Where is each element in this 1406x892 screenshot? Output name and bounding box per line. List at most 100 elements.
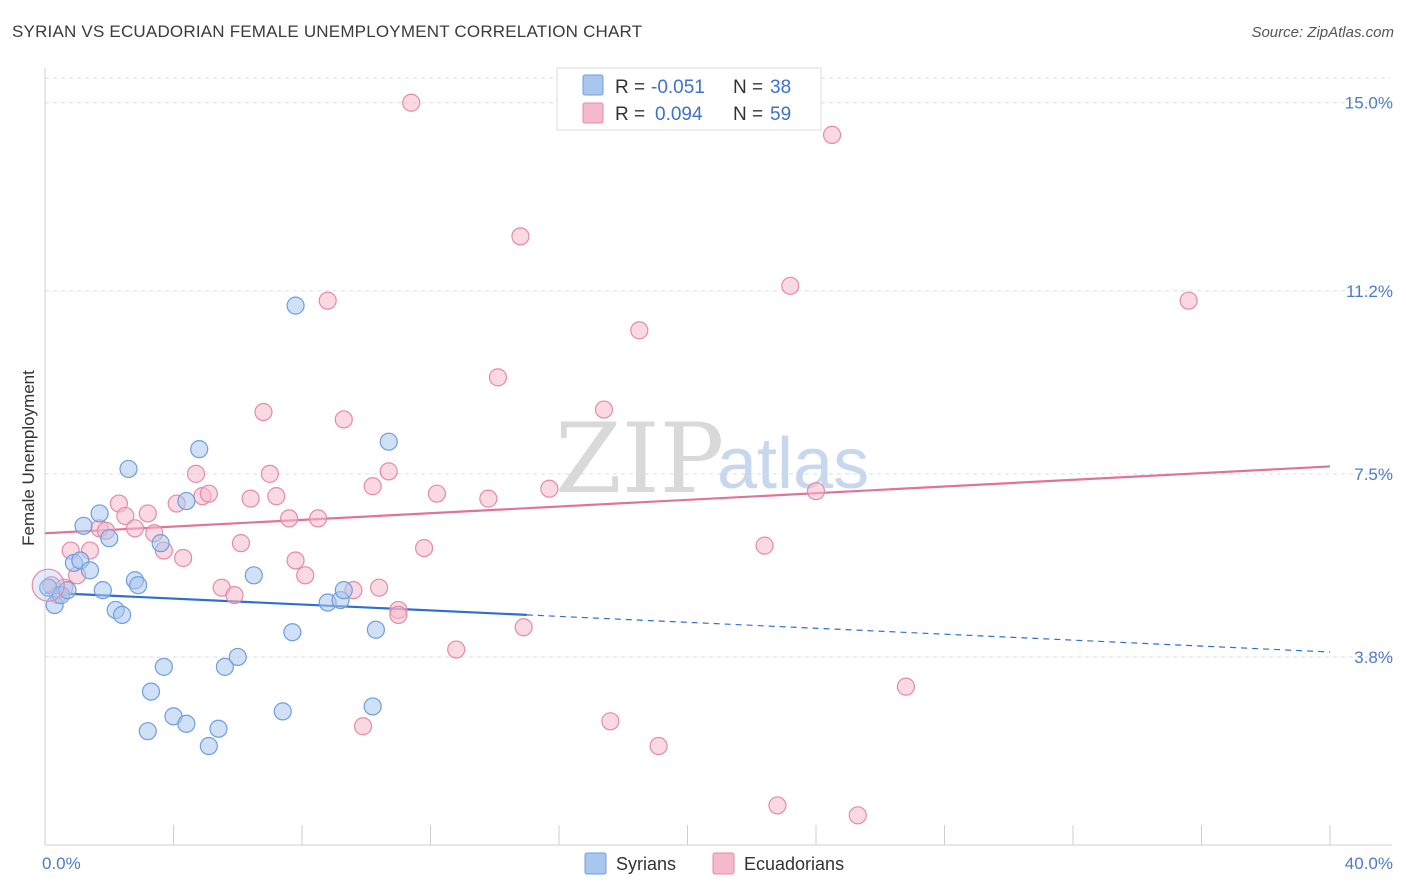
ecuadorian-point [781, 276, 800, 295]
ecuadorian-point [1179, 291, 1198, 310]
syrian-point [190, 440, 209, 459]
ecuadorian-point [540, 479, 559, 498]
legend-swatch-syrians [584, 852, 607, 875]
ecuadorian-point [254, 402, 273, 422]
ecuadorian-point [241, 489, 260, 508]
tick-labels: 3.8% 7.5% 11.2% 15.0% 0.0% 40.0% [42, 94, 1393, 873]
syrian-point [283, 623, 302, 642]
y-tick-label: 7.5% [1354, 465, 1393, 484]
syrian-point [154, 657, 173, 676]
ecuadorian-point [363, 477, 382, 496]
syrian-point [366, 620, 385, 639]
ecuadorian-point [601, 712, 620, 731]
ecuadorian-point [116, 506, 135, 526]
syrian-point [112, 605, 132, 625]
syrian-point [80, 561, 100, 580]
source-label: Source: ZipAtlas.com [1251, 24, 1394, 41]
syrian-point [58, 581, 77, 600]
legend-label-syrians: Syrians [616, 854, 676, 874]
ecuadorian-point [318, 291, 337, 310]
stats-r-value-syrians: -0.051 [651, 77, 705, 98]
syrian-point [215, 657, 234, 676]
ecuadorian-point [370, 578, 389, 597]
trend-lines [44, 465, 1331, 653]
ecuadorian-point [479, 489, 498, 508]
axes [44, 68, 1392, 846]
ecuadorian-point [260, 464, 279, 483]
ecuadorian-point [286, 551, 305, 570]
syrian-trend-line-extrapolated [526, 614, 1331, 653]
ecuadorian-point [594, 400, 614, 419]
ecuadorian-point [199, 484, 218, 503]
ecuadorian-point [125, 519, 145, 538]
ecuadorian-point [630, 321, 649, 340]
ecuadorian-point [514, 618, 533, 637]
syrian-point [228, 647, 247, 667]
stats-box: R = -0.051 N = 38 R = 0.094 N = 59 [556, 67, 822, 131]
x-tick-label-max: 40.0% [1345, 854, 1393, 873]
ecuadorian-point [896, 677, 916, 696]
x-tick-label-min: 0.0% [42, 854, 81, 873]
ecuadorian-point [414, 538, 434, 558]
syrian-point [199, 736, 218, 756]
ecuadorian-point [755, 536, 774, 555]
ecuadorian-point [334, 410, 353, 429]
stats-r-value-ecuadorians: 0.094 [655, 104, 703, 125]
watermark-zip: ZIP [555, 403, 724, 515]
stats-swatch-syrians [582, 74, 604, 96]
syrian-point [177, 714, 196, 733]
syrian-point [209, 719, 228, 738]
legend-swatch-ecuadorians [712, 852, 735, 875]
ecuadorian-point [447, 640, 466, 659]
ecuadorian-point [296, 566, 315, 585]
syrian-point [151, 534, 170, 553]
ecuadorian-point [848, 806, 867, 825]
legend-label-ecuadorians: Ecuadorians [744, 854, 844, 874]
y-tick-label: 11.2% [1346, 282, 1393, 301]
syrian-point [273, 702, 292, 721]
syrian-point [334, 581, 353, 600]
ecuadorian-point [488, 368, 508, 387]
ecuadorian-point [511, 227, 530, 246]
ecuadorian-point [649, 736, 668, 756]
legend: Syrians Ecuadorians [584, 852, 844, 875]
syrian-point [119, 459, 138, 479]
syrian-point [286, 296, 305, 315]
syrian-trend-line [44, 591, 527, 616]
stats-r-label-ecuadorians: R = [615, 104, 645, 125]
syrian-point [100, 529, 119, 548]
y-tick-label: 3.8% [1354, 648, 1393, 667]
syrian-point [177, 491, 196, 511]
data-points [31, 93, 1198, 825]
stats-swatch-ecuadorians [582, 102, 604, 124]
syrian-point [244, 566, 263, 585]
ecuadorian-point [402, 93, 421, 112]
stats-r-label-syrians: R = [615, 77, 645, 98]
syrian-point [129, 576, 148, 595]
stats-n-label-syrians: N = [733, 77, 763, 98]
ecuadorian-point [806, 482, 826, 501]
stats-n-value-syrians: 38 [770, 77, 791, 98]
ecuadorian-point [174, 548, 193, 568]
ecuadorian-trend-line [44, 465, 1331, 535]
syrian-point [363, 697, 382, 716]
ecuadorian-point [231, 534, 251, 553]
syrian-point [138, 722, 157, 741]
ecuadorian-point [280, 509, 299, 528]
ecuadorian-point [308, 509, 328, 528]
ecuadorian-point [768, 796, 787, 815]
chart-title: SYRIAN VS ECUADORIAN FEMALE UNEMPLOYMENT… [12, 22, 643, 41]
syrian-point [90, 504, 109, 523]
syrian-point [93, 581, 112, 600]
y-axis-title: Female Unemployment [19, 370, 38, 546]
ecuadorian-point [225, 586, 244, 605]
ecuadorian-point [822, 125, 842, 145]
ecuadorian-point [379, 462, 398, 481]
syrian-point [74, 516, 93, 535]
ecuadorian-point [389, 605, 408, 625]
syrian-point [141, 682, 161, 701]
y-tick-label: 15.0% [1345, 94, 1393, 113]
ecuadorian-point [427, 484, 447, 503]
ecuadorian-point [186, 464, 206, 483]
